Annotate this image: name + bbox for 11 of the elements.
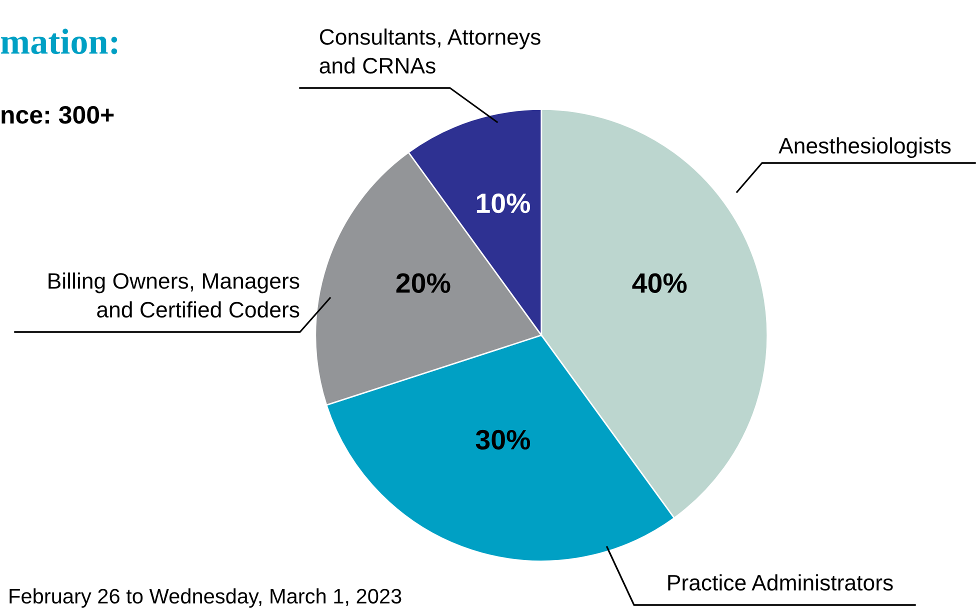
data-label: 30%: [476, 430, 530, 450]
slice-label: Consultants, Attorneys and CRNAs: [320, 28, 540, 74]
slice-label: Practice Administrators: [668, 574, 893, 591]
data-label: 20%: [396, 273, 450, 293]
data-label: 40%: [632, 273, 687, 293]
text: nce: 300+: [2, 106, 114, 124]
slice-label: Billing Owners, Managers and Certified Coders: [48, 272, 300, 318]
text: February 26 to Wednesday, March 1, 2023: [10, 588, 402, 608]
chart-title: mation:: [0, 28, 118, 54]
slice-label: Anesthesiologists: [778, 137, 951, 158]
data-label: 10%: [476, 193, 530, 214]
